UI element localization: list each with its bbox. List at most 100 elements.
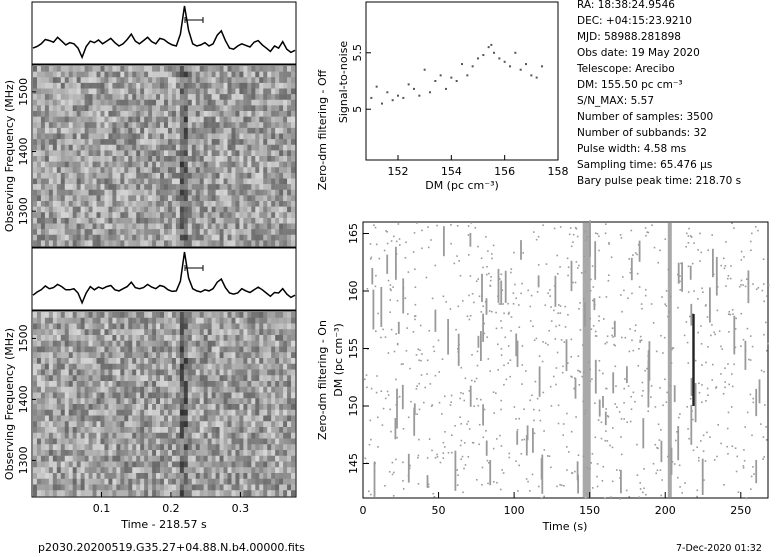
spectrum-cell [68, 206, 73, 213]
dm-time-point [606, 341, 608, 344]
spectrum-cell [203, 329, 208, 336]
spectrum-cell [44, 161, 50, 168]
spectrum-cell [112, 346, 117, 353]
spectrum-cell [33, 77, 38, 84]
spectrum-cell [227, 381, 232, 388]
spectrum-cell [68, 167, 73, 174]
spectrum-cell [44, 82, 50, 89]
dm-time-point [748, 358, 750, 361]
dm-time-point [400, 363, 403, 366]
spectrum-cell [160, 455, 165, 462]
spectrum-cell [195, 122, 201, 129]
dm-time-point [548, 455, 551, 457]
spectrum-cell [199, 234, 204, 241]
spectrum-cell [219, 234, 224, 241]
spectrum-cell [108, 340, 113, 347]
spectrum-cell [156, 392, 161, 399]
spectrum-cell [124, 240, 129, 247]
spectrum-cell [100, 490, 105, 497]
spectrum-cell [251, 392, 256, 399]
spectrum-cell [60, 161, 66, 168]
spectrum-cell [140, 404, 145, 411]
spectrum-cell [191, 150, 197, 157]
spectrum-cell [207, 478, 212, 485]
spectrum-cell [88, 421, 93, 428]
spectrum-cell [116, 409, 121, 416]
spectrum-cell [108, 358, 113, 365]
dm-time-point [444, 446, 446, 448]
dm-time-point [749, 393, 752, 396]
spectrum-cell [239, 206, 244, 213]
spectrum-cell [183, 82, 189, 89]
spectrum-cell [120, 392, 125, 399]
spectrum-cell [219, 398, 224, 405]
spectrum-cell [231, 450, 236, 457]
spectrum-cell [275, 415, 280, 422]
spectrum-cell [56, 450, 62, 457]
spectrum-cell [100, 195, 105, 202]
spectrum-cell [259, 94, 264, 101]
spectrum-cell [283, 184, 288, 191]
dm-time-point [518, 417, 520, 420]
spectrum-cell [140, 161, 145, 168]
spectrum-cell [48, 346, 54, 353]
spectrum-cell [219, 105, 224, 112]
spectrum-cell [96, 386, 101, 393]
spectrum-cell [124, 369, 129, 376]
spectrum-cell [239, 461, 244, 468]
spectrum-cell [255, 375, 260, 382]
spectrum-cell [64, 144, 70, 151]
spectrum-cell [52, 409, 58, 416]
spectrum-cell [187, 82, 193, 89]
spectrum-cell [96, 461, 101, 468]
spectrum-cell [235, 317, 240, 324]
spectrum-cell [191, 99, 197, 106]
spectrum-cell [44, 415, 50, 422]
spectrum-cell [100, 229, 105, 236]
spectrum-cell [100, 223, 105, 230]
spectrum-cell [88, 178, 93, 185]
spectrum-cell [279, 201, 284, 207]
spectrum-cell [76, 234, 81, 241]
spectrum-cell [231, 386, 236, 393]
spectrum-cell [84, 323, 89, 330]
spectrum-cell [215, 66, 220, 72]
spectrum-cell [283, 206, 288, 213]
spectrum-cell [215, 223, 220, 230]
spectrum-cell [60, 352, 66, 359]
spectrum-cell [164, 144, 169, 151]
spectrum-cell [108, 156, 113, 162]
dm-time-point [641, 307, 643, 310]
dm-time-point [752, 397, 754, 400]
spectrum-cell [104, 427, 109, 434]
spectrum-cell [80, 150, 85, 157]
spectrum-cell [267, 381, 272, 388]
spectrum-cell [72, 234, 77, 241]
freq-tick-label: 1400 [17, 138, 30, 166]
spectrum-cell [72, 161, 77, 168]
spectrum-cell [64, 335, 70, 342]
spectrum-cell [235, 363, 240, 370]
spectrum-cell [255, 386, 260, 393]
dm-time-point [752, 283, 754, 285]
spectrum-cell [84, 369, 89, 376]
dm-time-point [459, 274, 462, 277]
spectrum-cell [235, 478, 240, 485]
dm-time-point [418, 408, 421, 411]
spectrum-cell [144, 88, 149, 95]
spectrum-cell [100, 329, 105, 336]
dm-time-point [765, 439, 768, 441]
spectrum-cell [60, 312, 66, 319]
dm-time-point [567, 362, 569, 364]
spectrum-cell [80, 77, 85, 84]
spectrum-cell [124, 490, 129, 497]
spectrum-cell [80, 223, 85, 230]
spectrum-cell [52, 144, 58, 151]
spectrum-cell [283, 335, 288, 342]
spectrum-cell [116, 444, 121, 451]
spectrum-cell [175, 94, 181, 101]
spectrum-cell [195, 450, 201, 457]
spectrum-cell [164, 455, 169, 462]
spectrum-cell [255, 66, 260, 72]
top-spectrum-frame [31, 64, 297, 248]
